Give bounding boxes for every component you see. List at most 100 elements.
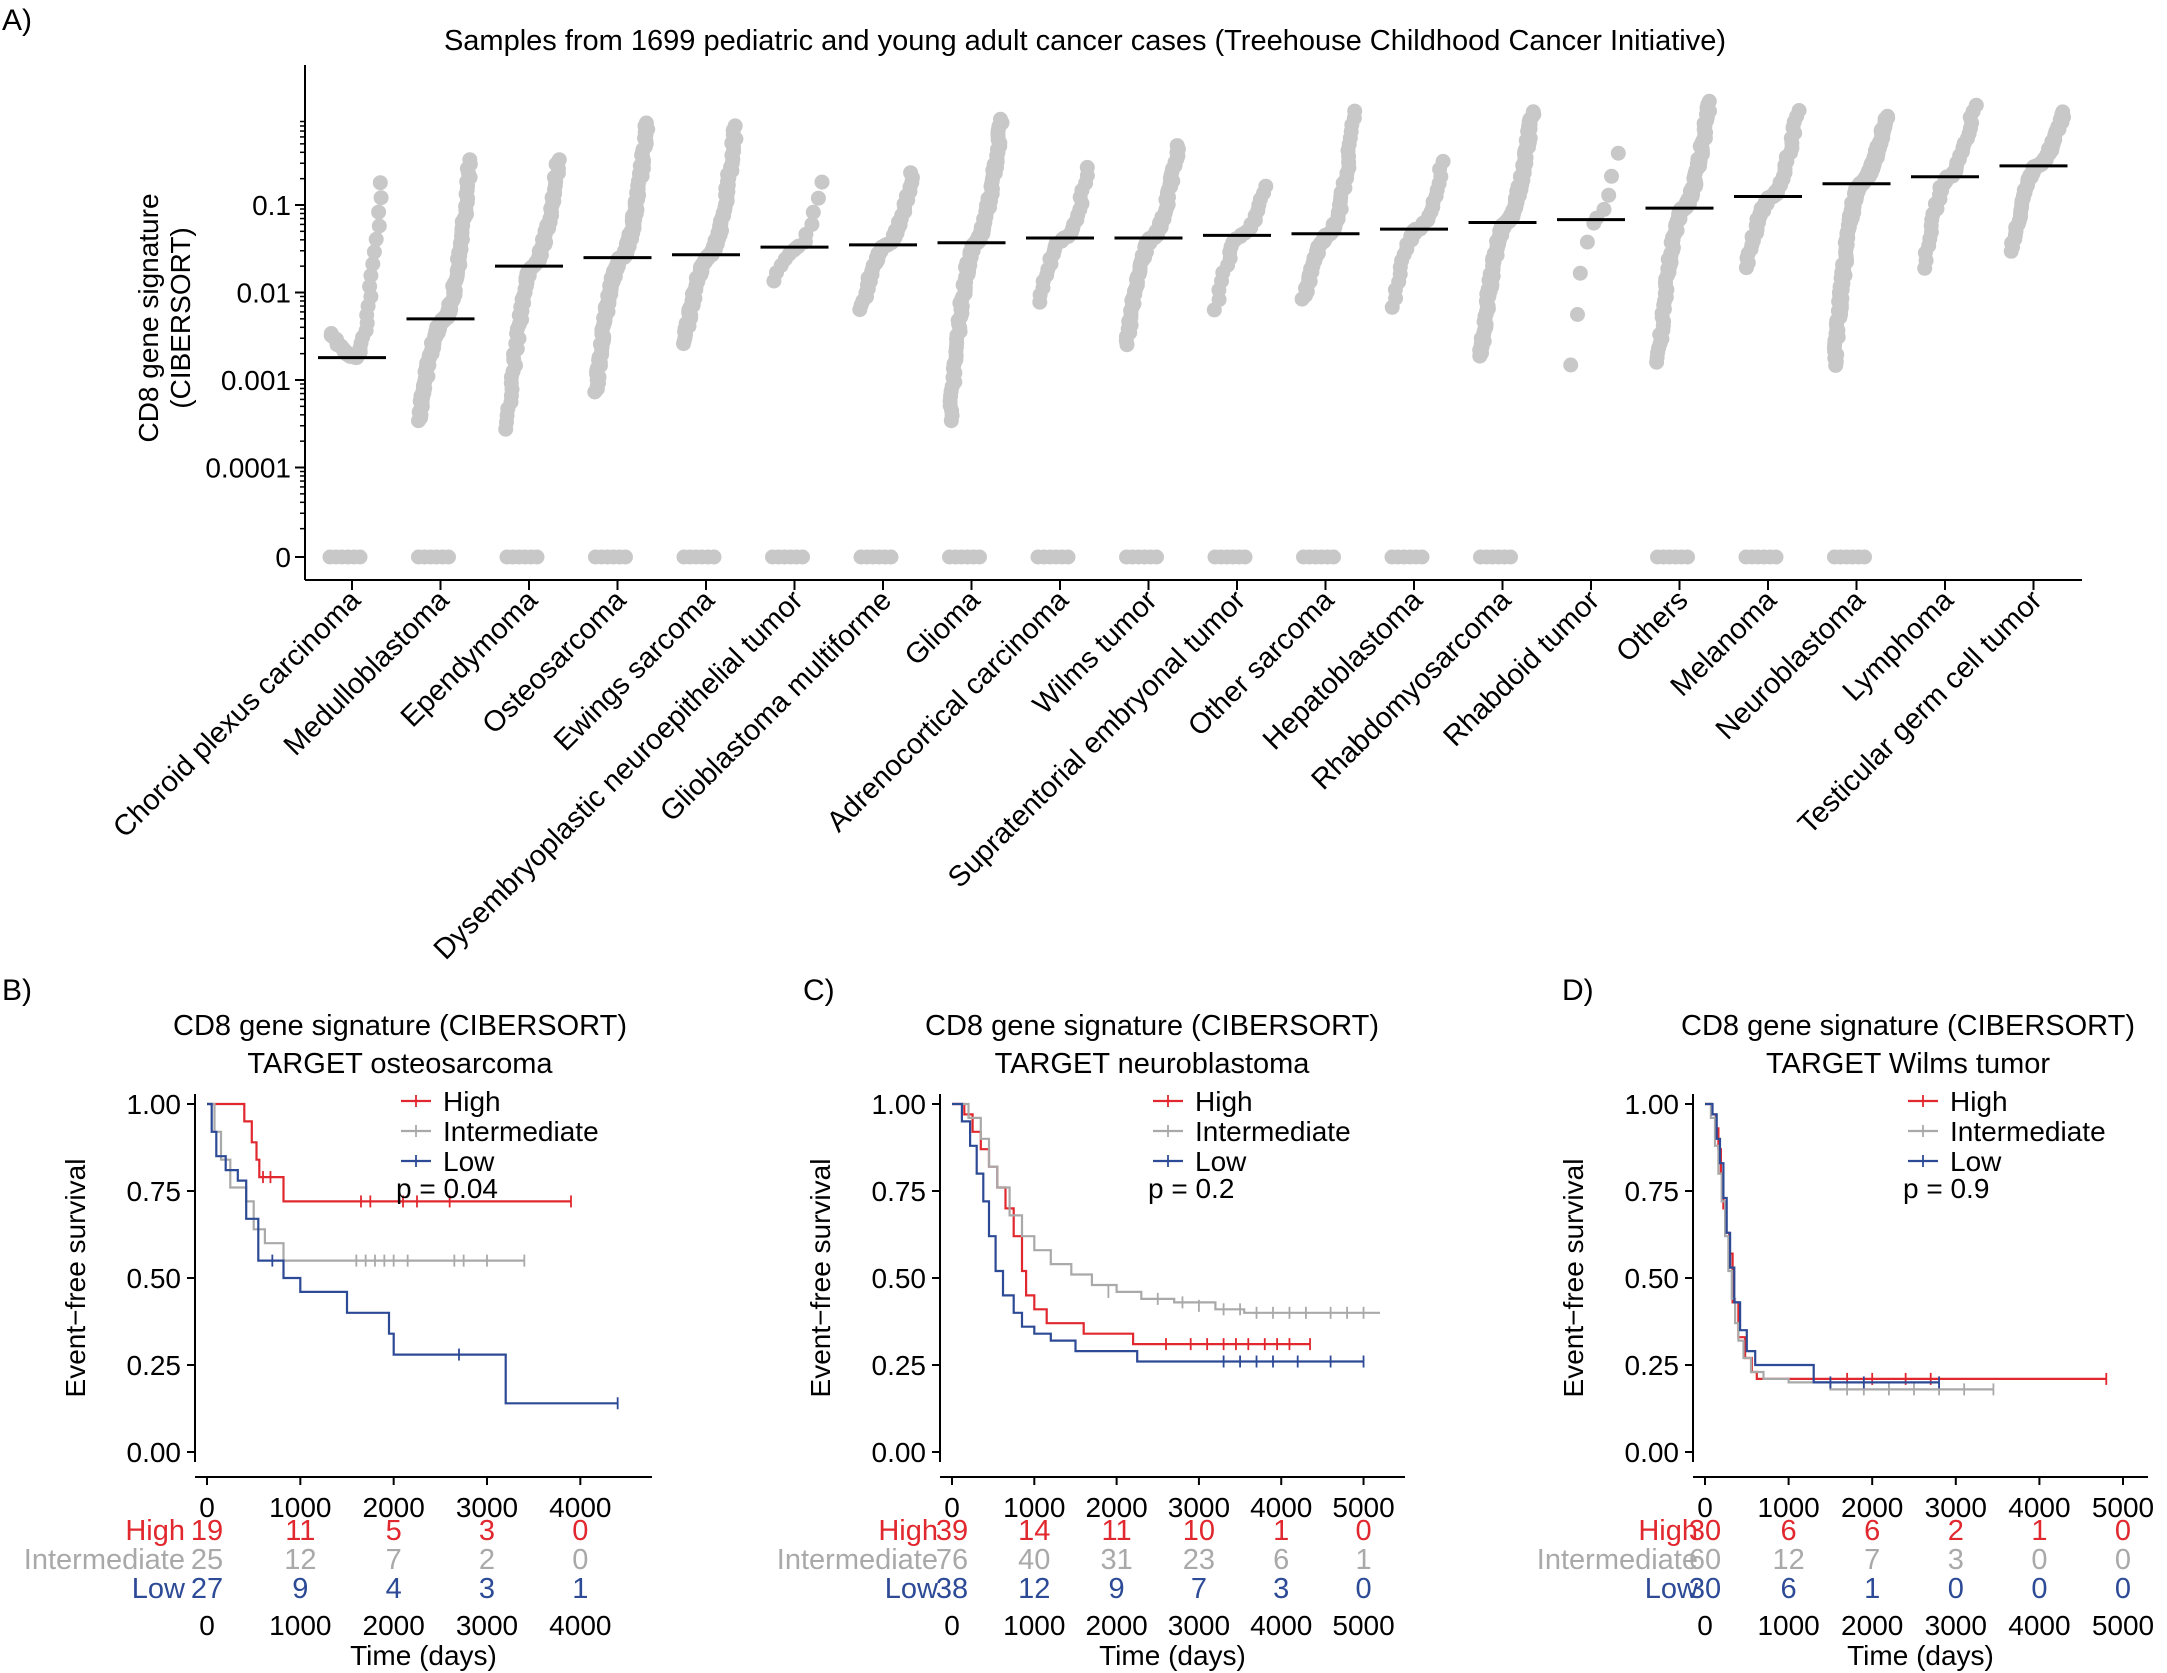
y-axis-title: Event−free survival (60, 1159, 91, 1398)
panel-a-label: A) (2, 4, 32, 37)
data-point (1563, 357, 1579, 373)
risk-value: 0 (2031, 1573, 2047, 1605)
p-value: p = 0.2 (1148, 1173, 1234, 1204)
x-tick-label: 0 (199, 1492, 215, 1523)
series-high (207, 1102, 572, 1208)
legend-label: Intermediate (1195, 1116, 1351, 1147)
data-point (1596, 201, 1612, 217)
risk-x-label: 3000 (1168, 1610, 1230, 1641)
zero-point (972, 549, 987, 565)
risk-value: 9 (1109, 1573, 1125, 1605)
series-low (952, 1102, 1365, 1368)
chart-title: CD8 gene signature (CIBERSORT) (1681, 1010, 2135, 1042)
risk-value: 3 (479, 1515, 495, 1547)
data-point (727, 118, 743, 134)
risk-value: 6 (1781, 1515, 1797, 1547)
data-point (1701, 93, 1717, 109)
risk-x-label: 4000 (2008, 1610, 2070, 1641)
risk-value: 9 (292, 1573, 308, 1605)
risk-value: 6 (1781, 1573, 1797, 1605)
chart-subtitle: TARGET neuroblastoma (995, 1048, 1311, 1080)
data-point (372, 175, 388, 191)
category-others: Others (1610, 93, 1717, 668)
y-tick-label: 0 (275, 542, 291, 573)
y-axis-title: Event−free survival (1558, 1159, 1589, 1398)
legend-item-high: High (401, 1086, 501, 1117)
legend-label: Low (1195, 1146, 1247, 1177)
risk-row-high: High 19 11 5 3 0 (125, 1515, 588, 1547)
risk-value: 0 (572, 1544, 588, 1576)
x-tick-label: Hepatoblastoma (1257, 584, 1430, 757)
risk-x-label: 0 (199, 1610, 215, 1641)
data-point (993, 111, 1008, 127)
y-tick-label: 0.0001 (205, 453, 291, 484)
zero-point (1680, 549, 1695, 565)
risk-value: 2 (1948, 1515, 1964, 1547)
risk-value: 6 (1864, 1515, 1880, 1547)
x-axis-title: Time (days) (1099, 1640, 1246, 1671)
risk-value: 12 (1018, 1573, 1050, 1605)
legend-label: Intermediate (1950, 1116, 2106, 1147)
panel-a: A) Samples from 1699 pediatric and young … (2, 4, 2082, 966)
risk-x-label: 1000 (1003, 1610, 1065, 1641)
risk-value: 23 (1183, 1544, 1215, 1576)
risk-value: 1 (1355, 1544, 1371, 1576)
risk-x-label: 2000 (1085, 1610, 1147, 1641)
risk-value: 30 (1689, 1515, 1721, 1547)
data-point (805, 204, 821, 220)
legend-item-low: Low (401, 1146, 495, 1177)
y-tick-label: 0.75 (872, 1176, 927, 1207)
risk-value: 1 (2031, 1515, 2047, 1547)
risk-value: 12 (1772, 1544, 1804, 1576)
legend-item-intermediate: Intermediate (1908, 1116, 2106, 1147)
risk-value: 3 (1948, 1544, 1964, 1576)
x-tick-label: Glioma (899, 584, 987, 672)
risk-row-label: High (878, 1515, 938, 1547)
risk-value: 7 (1864, 1544, 1880, 1576)
panel-label: D) (1562, 974, 1594, 1007)
risk-x-label: 1000 (1757, 1610, 1819, 1641)
x-tick-label: 2000 (1841, 1492, 1903, 1523)
x-tick-label: 1000 (1757, 1492, 1819, 1523)
panel-d: D) CD8 gene signature (CIBERSORT) TARGET W… (1537, 974, 2154, 1671)
category-rhabdoid-tumor: Rhabdoid tumor (1437, 145, 1626, 753)
data-point (366, 244, 382, 260)
risk-value: 0 (1355, 1515, 1371, 1547)
y-tick-label: 0.75 (1625, 1176, 1680, 1207)
risk-x-label: 4000 (549, 1610, 611, 1641)
legend-item-high: High (1153, 1086, 1253, 1117)
survival-curve (1705, 1102, 1940, 1384)
risk-row-label: High (125, 1515, 185, 1547)
data-point (903, 165, 919, 181)
data-point (371, 204, 387, 220)
zero-point (1768, 549, 1784, 565)
zero-point (1503, 549, 1518, 565)
panel-label: B) (2, 974, 32, 1007)
zero-point (795, 549, 810, 565)
panel-label: C) (803, 974, 835, 1007)
x-tick-label: 1000 (269, 1492, 331, 1523)
legend-label: Intermediate (443, 1116, 599, 1147)
risk-row-label: Intermediate (24, 1544, 185, 1576)
risk-value: 10 (1183, 1515, 1215, 1547)
category-supratentorial-embryonal-tumor: Supratentorial embryonal tumor (942, 178, 1274, 894)
p-value: p = 0.9 (1903, 1173, 1989, 1204)
data-point (363, 268, 379, 283)
risk-value: 0 (1355, 1573, 1371, 1605)
risk-value: 7 (1191, 1573, 1207, 1605)
x-tick-label: 3000 (1925, 1492, 1987, 1523)
risk-value: 76 (936, 1544, 968, 1576)
risk-row-low: Low 27 9 4 3 1 (132, 1573, 589, 1605)
data-point (814, 174, 830, 190)
data-point (1968, 97, 1984, 113)
y-tick-label: 0.1 (252, 190, 291, 221)
risk-value: 39 (936, 1515, 968, 1547)
risk-value: 14 (1018, 1515, 1050, 1547)
category-wilms-tumor: Wilms tumor (1027, 138, 1186, 721)
data-point (1347, 103, 1363, 119)
data-point (362, 278, 378, 294)
chart-title: CD8 gene signature (CIBERSORT) (173, 1010, 627, 1042)
